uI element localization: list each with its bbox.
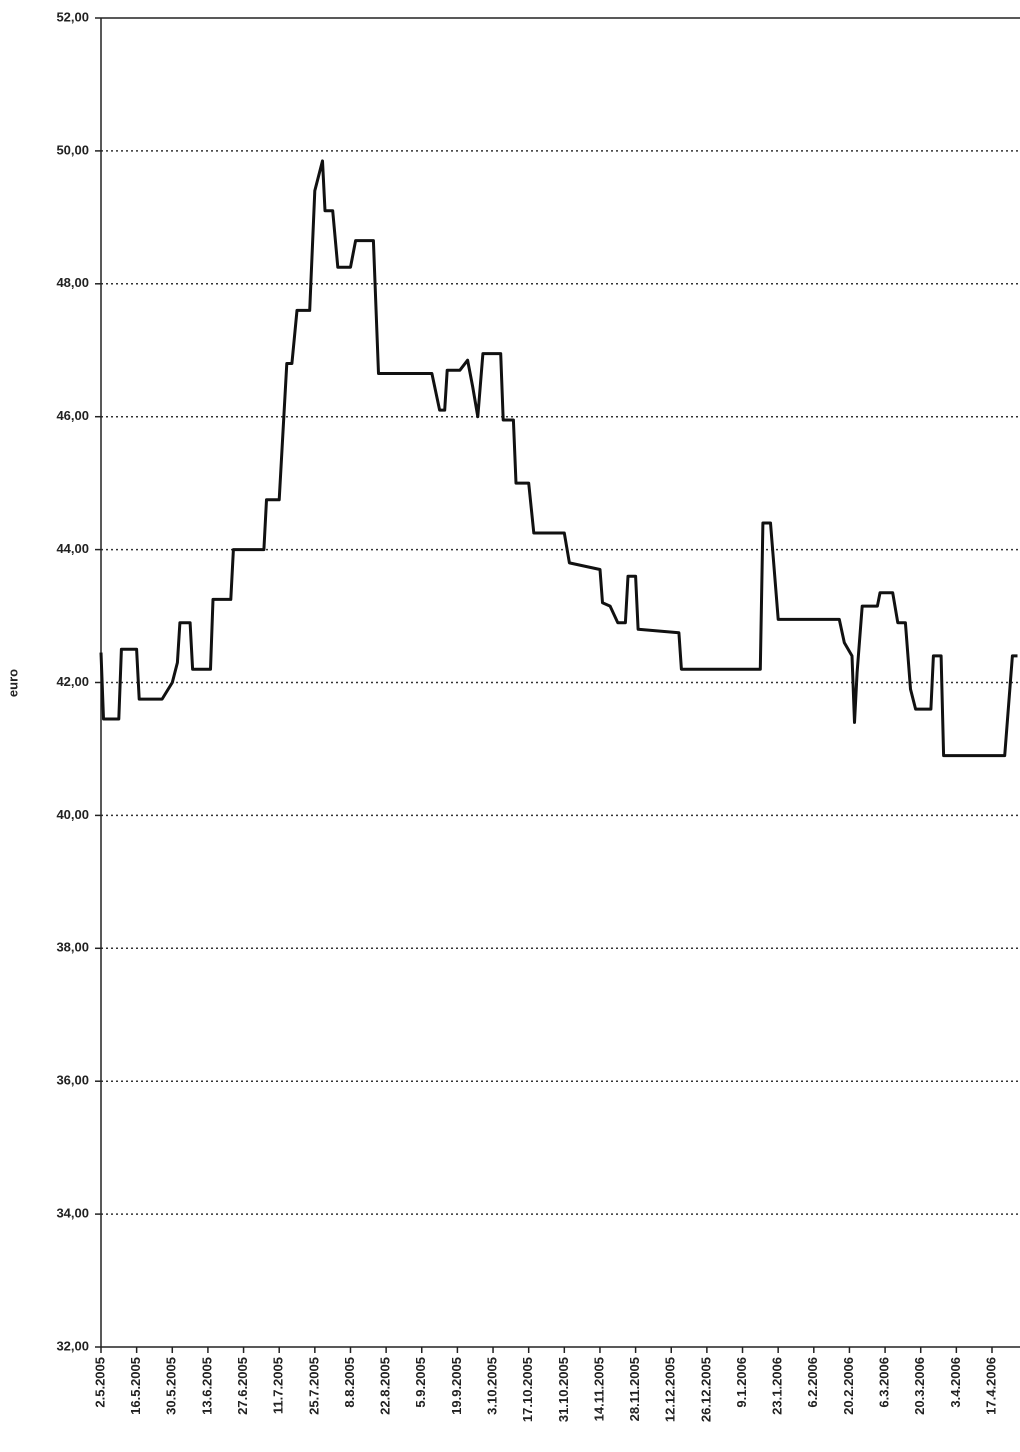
x-tick-label: 3.10.2005 [484, 1357, 499, 1415]
x-tick-label: 8.8.2005 [342, 1357, 357, 1408]
x-tick-label: 26.12.2005 [698, 1357, 713, 1422]
x-tick-label: 12.12.2005 [663, 1357, 678, 1422]
price-line [99, 159, 1018, 758]
x-tick-label: 13.6.2005 [199, 1357, 214, 1415]
y-tick-label: 52,00 [56, 9, 89, 24]
x-tick-label: 3.4.2006 [948, 1357, 963, 1408]
x-tick-label: 6.2.2006 [805, 1357, 820, 1408]
y-tick-label: 34,00 [56, 1206, 89, 1221]
y-tick-label: 36,00 [56, 1073, 89, 1088]
y-tick-label: 46,00 [56, 408, 89, 423]
x-tick-label: 17.4.2006 [983, 1357, 998, 1415]
x-tick-label: 19.9.2005 [449, 1357, 464, 1415]
x-tick-label: 27.6.2005 [235, 1357, 250, 1415]
y-axis-label: euro [5, 669, 20, 697]
x-tick-label: 31.10.2005 [556, 1357, 571, 1422]
x-tick-label: 20.3.2006 [912, 1357, 927, 1415]
x-tick-label: 22.8.2005 [378, 1357, 393, 1415]
y-tick-label: 40,00 [56, 807, 89, 822]
y-tick-label: 50,00 [56, 142, 89, 157]
x-tick-label: 11.7.2005 [271, 1357, 286, 1414]
x-tick-label: 2.5.2005 [92, 1357, 107, 1408]
y-tick-label: 32,00 [56, 1338, 89, 1353]
x-tick-label: 5.9.2005 [413, 1357, 428, 1408]
x-tick-label: 16.5.2005 [128, 1357, 143, 1415]
x-tick-label: 25.7.2005 [306, 1357, 321, 1415]
x-tick-label: 9.1.2006 [734, 1357, 749, 1408]
x-tick-label: 23.1.2006 [770, 1357, 785, 1415]
x-tick-label: 28.11.2005 [627, 1357, 642, 1421]
x-tick-label: 17.10.2005 [520, 1357, 535, 1422]
y-tick-label: 44,00 [56, 541, 89, 556]
y-tick-label: 38,00 [56, 940, 89, 955]
y-tick-label: 42,00 [56, 674, 89, 689]
x-tick-label: 14.11.2005 [591, 1357, 606, 1421]
x-tick-label: 30.5.2005 [164, 1357, 179, 1415]
y-tick-label: 48,00 [56, 275, 89, 290]
x-tick-label: 20.2.2006 [841, 1357, 856, 1415]
x-tick-label: 6.3.2006 [877, 1357, 892, 1408]
